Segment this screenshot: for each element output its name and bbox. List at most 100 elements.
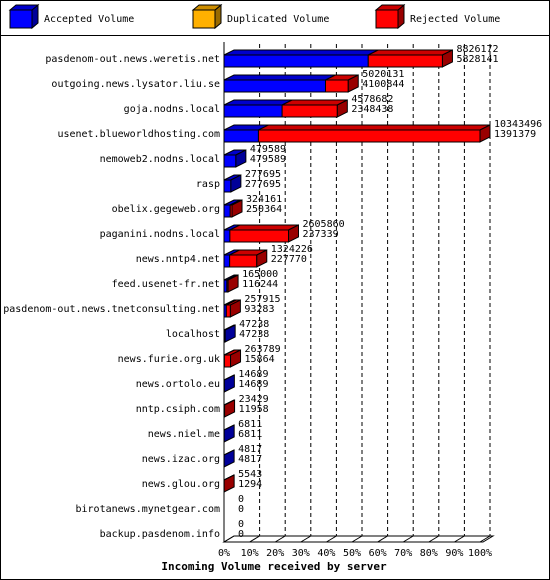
- y-tick-label: backup.pasdenom.info: [100, 529, 220, 540]
- value-label: 324161: [246, 194, 282, 205]
- bar-side: [223, 449, 235, 468]
- bar-side: [223, 474, 235, 493]
- x-tick-label: 70%: [394, 548, 412, 559]
- bar-side: [256, 249, 268, 268]
- value-label: 237339: [302, 229, 338, 240]
- value-label: 1294: [238, 479, 262, 490]
- bar: [223, 79, 326, 93]
- bar: [229, 254, 258, 268]
- y-tick-label: birotanews.mynetgear.com: [76, 504, 221, 515]
- x-tick-label: 50%: [343, 548, 361, 559]
- x-tick-label: 90%: [445, 548, 463, 559]
- bar-side: [230, 174, 242, 193]
- y-tick-label: localhost: [166, 329, 220, 340]
- x-tick-label: 100%: [468, 548, 492, 559]
- value-label: 11958: [239, 404, 269, 415]
- bar-side: [223, 424, 235, 443]
- bar-side: [224, 324, 236, 343]
- y-tick-label: feed.usenet-fr.net: [112, 279, 220, 290]
- value-label: 227770: [271, 254, 307, 265]
- bar-side: [347, 74, 359, 93]
- bar: [281, 104, 338, 118]
- x-tick-label: 60%: [369, 548, 387, 559]
- x-tick-label: 80%: [420, 548, 438, 559]
- y-tick-label: usenet.blueworldhosting.com: [57, 129, 220, 140]
- y-tick-label: news.niel.me: [148, 429, 220, 440]
- bar-side: [231, 199, 243, 218]
- y-tick-label: news.furie.org.uk: [118, 354, 220, 365]
- value-label: 1391379: [494, 129, 536, 140]
- value-label: 165000: [242, 269, 278, 280]
- value-label: 93283: [244, 304, 274, 315]
- bar: [223, 129, 259, 143]
- value-label: 4817: [238, 444, 262, 455]
- x-tick: [428, 535, 440, 543]
- bar-side: [336, 99, 348, 118]
- y-tick-label: nntp.csiph.com: [136, 404, 220, 415]
- bar: [223, 54, 369, 68]
- bar-top: [281, 99, 348, 106]
- x-tick-label: 40%: [317, 548, 335, 559]
- x-tick: [274, 535, 286, 543]
- value-label: 5543: [238, 469, 262, 480]
- y-tick-label: news.ortolo.eu: [136, 379, 220, 390]
- bar-side: [224, 399, 236, 418]
- bar-side: [227, 274, 239, 293]
- value-label: 14689: [238, 369, 268, 380]
- value-label: 23429: [239, 394, 269, 405]
- x-tick: [479, 535, 491, 543]
- y-tick-label: pasdenom-out.news.tnetconsulting.net: [3, 304, 220, 315]
- x-tick: [300, 535, 312, 543]
- bar: [229, 229, 289, 243]
- bar: [223, 254, 231, 268]
- legend-swatch: [9, 9, 33, 29]
- bar-top: [223, 49, 379, 56]
- value-label: 0: [238, 529, 244, 540]
- y-tick-label: pasdenom-out.news.weretis.net: [45, 54, 220, 65]
- y-tick-label: goja.nodns.local: [124, 104, 220, 115]
- bar: [223, 104, 283, 118]
- bar: [257, 129, 481, 143]
- legend-swatch: [375, 9, 399, 29]
- value-label: 250364: [246, 204, 282, 215]
- value-label: 277695: [245, 179, 281, 190]
- legend-label: Duplicated Volume: [227, 14, 329, 25]
- value-label: 15864: [245, 354, 275, 365]
- value-label: 1324226: [271, 244, 313, 255]
- value-label: 4578682: [351, 94, 393, 105]
- legend-label: Accepted Volume: [44, 14, 134, 25]
- value-label: 47238: [239, 319, 269, 330]
- x-tick: [377, 535, 388, 543]
- value-label: 479589: [250, 154, 286, 165]
- value-label: 116244: [242, 279, 278, 290]
- x-tick: [249, 535, 260, 543]
- value-label: 277695: [245, 169, 281, 180]
- bar: [367, 54, 443, 68]
- bar: [223, 229, 231, 243]
- value-label: 257915: [244, 294, 280, 305]
- x-tick: [223, 535, 235, 543]
- y-tick-label: nemoweb2.nodns.local: [100, 154, 220, 165]
- bar-top: [223, 99, 293, 106]
- value-label: 479589: [250, 144, 286, 155]
- legend-swatch-top: [8, 4, 40, 11]
- value-label: 2605860: [302, 219, 344, 230]
- y-tick-label: news.nntp4.net: [136, 254, 220, 265]
- value-label: 263789: [245, 344, 281, 355]
- y-tick-label: paganini.nodns.local: [100, 229, 220, 240]
- bar-side: [223, 374, 235, 393]
- x-tick-label: 20%: [266, 548, 284, 559]
- y-tick-label: news.glou.org: [142, 479, 220, 490]
- bar-side: [441, 49, 453, 68]
- value-label: 14689: [238, 379, 268, 390]
- x-tick-label: 0%: [218, 548, 230, 559]
- value-label: 2348438: [351, 104, 393, 115]
- value-label: 0: [238, 504, 244, 515]
- bar: [223, 354, 232, 368]
- legend-label: Rejected Volume: [410, 14, 500, 25]
- value-label: 4817: [238, 454, 262, 465]
- bar: [223, 154, 237, 168]
- x-tick: [351, 535, 363, 543]
